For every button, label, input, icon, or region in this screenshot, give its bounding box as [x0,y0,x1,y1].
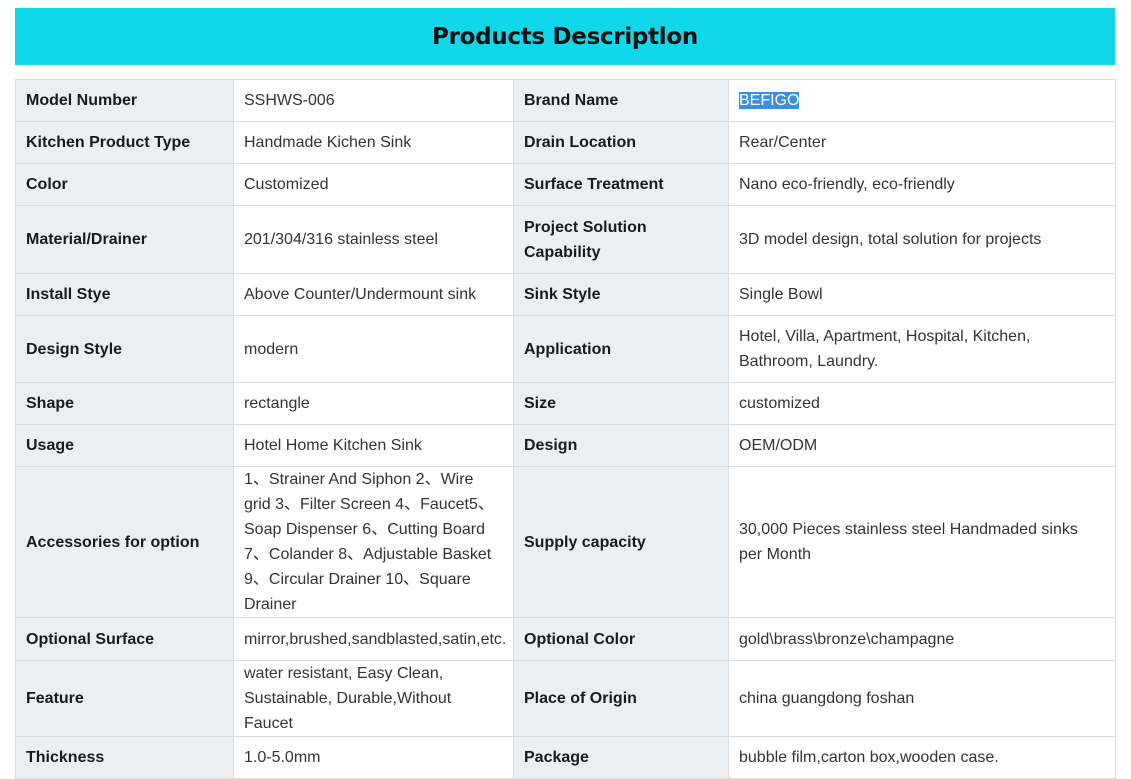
spec-value: mirror,brushed,sandblasted,satin,etc. [233,617,514,661]
table-row: Accessories for option 1、Strainer And Si… [15,466,1116,618]
spec-label: Kitchen Product Type [15,121,234,164]
spec-label: Size [513,382,729,425]
products-description-header: Products Descriptlon [15,8,1115,65]
spec-label: Drain Location [513,121,729,164]
table-row: Feature water resistant, Easy Clean, Sus… [15,660,1116,737]
spec-value: bubble film,carton box,wooden case. [728,736,1116,779]
spec-value: 3D model design, total solution for proj… [728,205,1116,274]
spec-label: Optional Surface [15,617,234,661]
spec-value: Handmade Kichen Sink [233,121,514,164]
table-row: Install Stye Above Counter/Undermount si… [15,273,1116,316]
product-spec-table: Model Number SSHWS-006 Brand Name BEFIGO… [15,79,1116,779]
table-row: Model Number SSHWS-006 Brand Name BEFIGO [15,79,1116,122]
table-row: Design Style modern Application Hotel, V… [15,315,1116,383]
spec-label: Usage [15,424,234,467]
spec-label: Sink Style [513,273,729,316]
spec-label: Package [513,736,729,779]
table-row: Usage Hotel Home Kitchen Sink Design OEM… [15,424,1116,467]
spec-value: 30,000 Pieces stainless steel Handmaded … [728,466,1116,618]
table-row: Kitchen Product Type Handmade Kichen Sin… [15,121,1116,164]
spec-value: 201/304/316 stainless steel [233,205,514,274]
spec-label: Material/Drainer [15,205,234,274]
spec-value-brand: BEFIGO [728,79,1116,122]
table-row: Material/Drainer 201/304/316 stainless s… [15,205,1116,274]
spec-value: 1.0-5.0mm [233,736,514,779]
spec-label: Thickness [15,736,234,779]
spec-value: Single Bowl [728,273,1116,316]
spec-value: Nano eco-friendly, eco-friendly [728,163,1116,206]
spec-label: Brand Name [513,79,729,122]
spec-label: Accessories for option [15,466,234,618]
spec-label: Feature [15,660,234,737]
table-row: Thickness 1.0-5.0mm Package bubble film,… [15,736,1116,779]
spec-value: Hotel, Villa, Apartment, Hospital, Kitch… [728,315,1116,383]
spec-label: Surface Treatment [513,163,729,206]
spec-label: Optional Color [513,617,729,661]
table-row: Shape rectangle Size customized [15,382,1116,425]
spec-label: Design Style [15,315,234,383]
spec-label: Model Number [15,79,234,122]
spec-label: Install Stye [15,273,234,316]
spec-value: water resistant, Easy Clean, Sustainable… [233,660,514,737]
spec-value: gold\brass\bronze\champagne [728,617,1116,661]
spec-label: Design [513,424,729,467]
spec-value: customized [728,382,1116,425]
spec-value: Rear/Center [728,121,1116,164]
page-title: Products Descriptlon [432,23,698,50]
spec-value: OEM/ODM [728,424,1116,467]
spec-label: Supply capacity [513,466,729,618]
spec-value: Above Counter/Undermount sink [233,273,514,316]
table-row: Optional Surface mirror,brushed,sandblas… [15,617,1116,661]
spec-value: Customized [233,163,514,206]
spec-value: china guangdong foshan [728,660,1116,737]
spec-label: Project Solution Capability [513,205,729,274]
spec-label: Place of Origin [513,660,729,737]
spec-label: Shape [15,382,234,425]
selected-text[interactable]: BEFIGO [739,92,800,109]
spec-value: 1、Strainer And Siphon 2、Wire grid 3、Filt… [233,466,514,618]
spec-label: Application [513,315,729,383]
spec-value: SSHWS-006 [233,79,514,122]
spec-value: rectangle [233,382,514,425]
table-row: Color Customized Surface Treatment Nano … [15,163,1116,206]
spec-value: Hotel Home Kitchen Sink [233,424,514,467]
spec-label: Color [15,163,234,206]
spec-value: modern [233,315,514,383]
